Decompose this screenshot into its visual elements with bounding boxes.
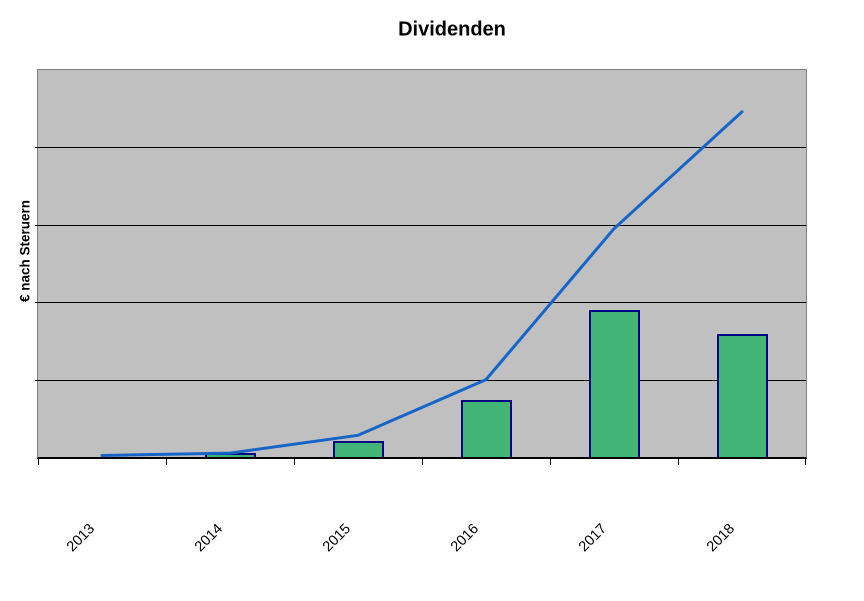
x-axis-label-2018: 2018 [703, 520, 739, 556]
x-axis-tick [422, 459, 423, 465]
line-series-canvas [100, 110, 744, 457]
x-axis-tick [550, 459, 551, 465]
bar-2015[interactable] [332, 440, 384, 457]
gridline [35, 147, 806, 149]
x-axis-tick [166, 459, 167, 465]
gridline [35, 302, 806, 304]
x-axis-label-2016: 2016 [447, 520, 483, 556]
x-axis-label-2017: 2017 [575, 520, 611, 556]
line-series[interactable] [100, 110, 744, 457]
x-axis-tick [805, 459, 806, 465]
bar-2017[interactable] [588, 309, 640, 457]
x-axis-tick [678, 459, 679, 465]
plot-area: 2013 2014 2015 2016 2017 2018 [35, 69, 807, 555]
gridline [35, 224, 806, 226]
x-axis-label-2015: 2015 [319, 520, 355, 556]
chart-title: Dividenden [398, 18, 506, 41]
x-axis-label-2014: 2014 [191, 520, 227, 556]
bar-2018[interactable] [716, 333, 768, 457]
x-axis-label-2013: 2013 [63, 520, 99, 556]
gridline [35, 379, 806, 381]
y-axis-title: € nach Steruern [17, 199, 33, 303]
x-axis-tick [294, 459, 295, 465]
bar-2016[interactable] [460, 399, 512, 457]
x-axis-tick [38, 459, 39, 465]
